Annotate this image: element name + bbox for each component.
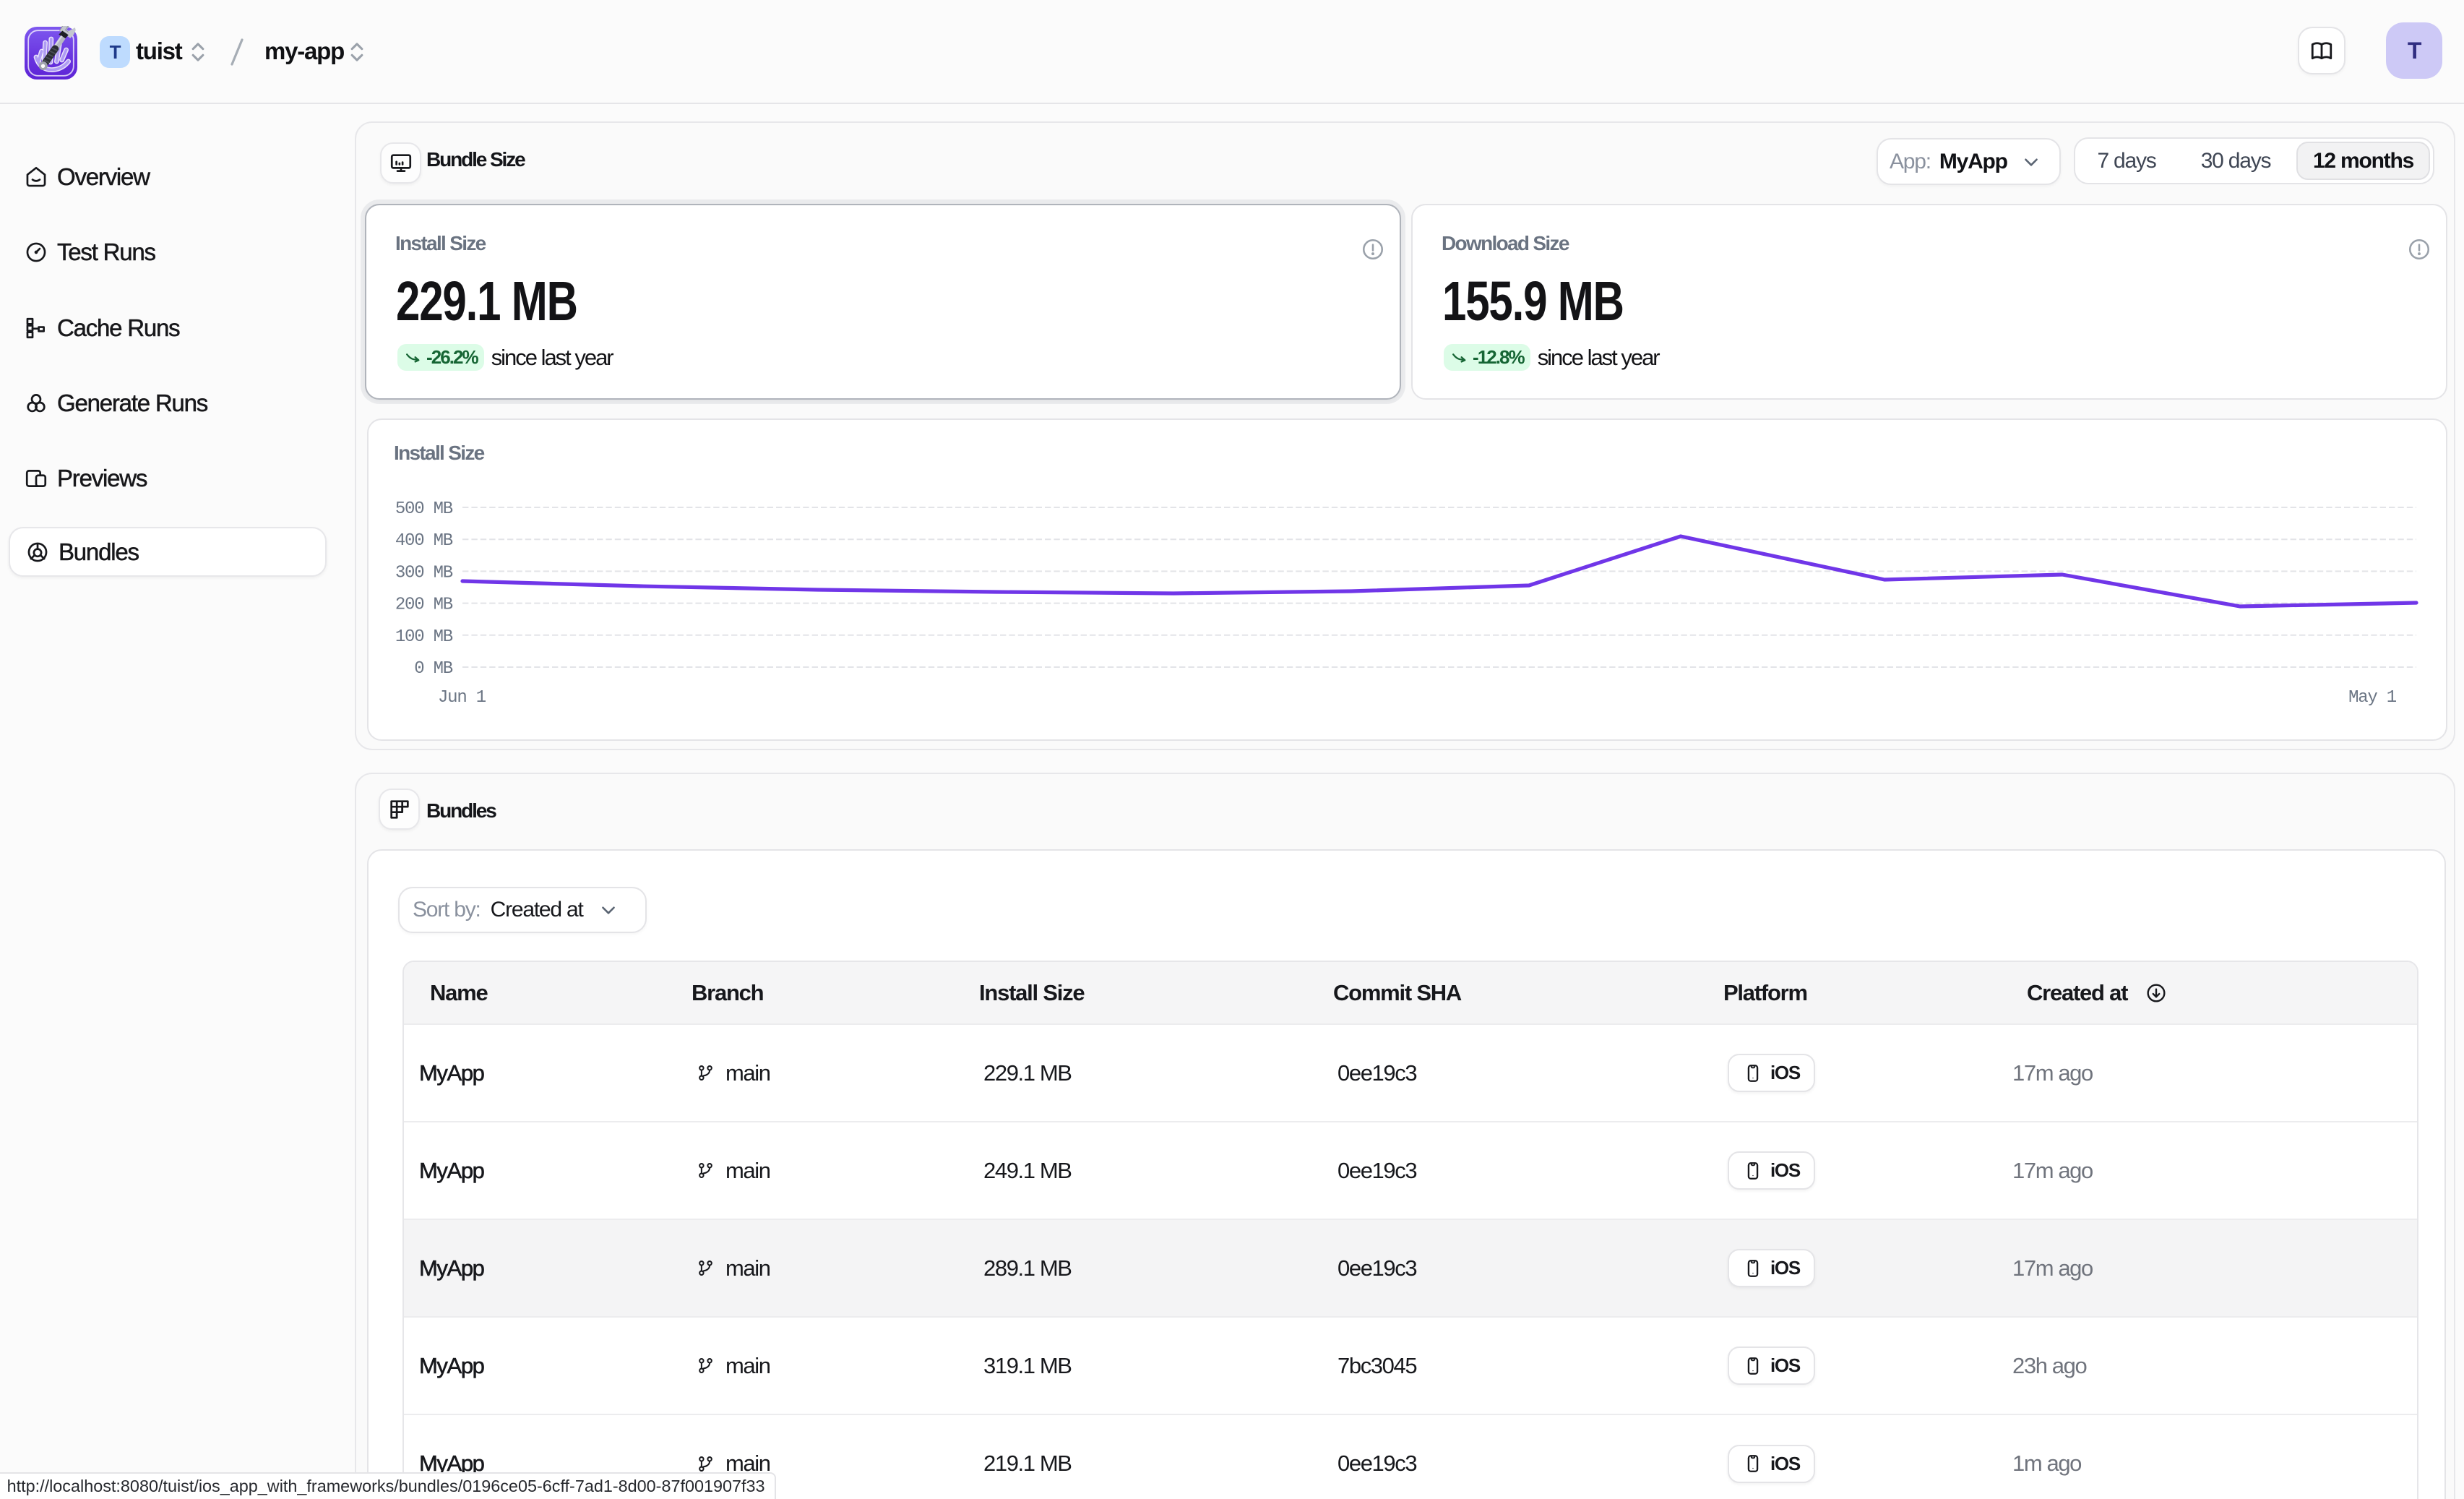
svg-text:300 MB: 300 MB [395, 563, 453, 583]
svg-text:400 MB: 400 MB [395, 531, 453, 551]
svg-text:May 1: May 1 [2348, 688, 2397, 708]
svg-text:0 MB: 0 MB [414, 659, 453, 679]
svg-text:200 MB: 200 MB [395, 596, 453, 615]
svg-text:100 MB: 100 MB [395, 627, 453, 647]
svg-text:500 MB: 500 MB [395, 499, 453, 519]
svg-text:Jun 1: Jun 1 [438, 688, 486, 708]
